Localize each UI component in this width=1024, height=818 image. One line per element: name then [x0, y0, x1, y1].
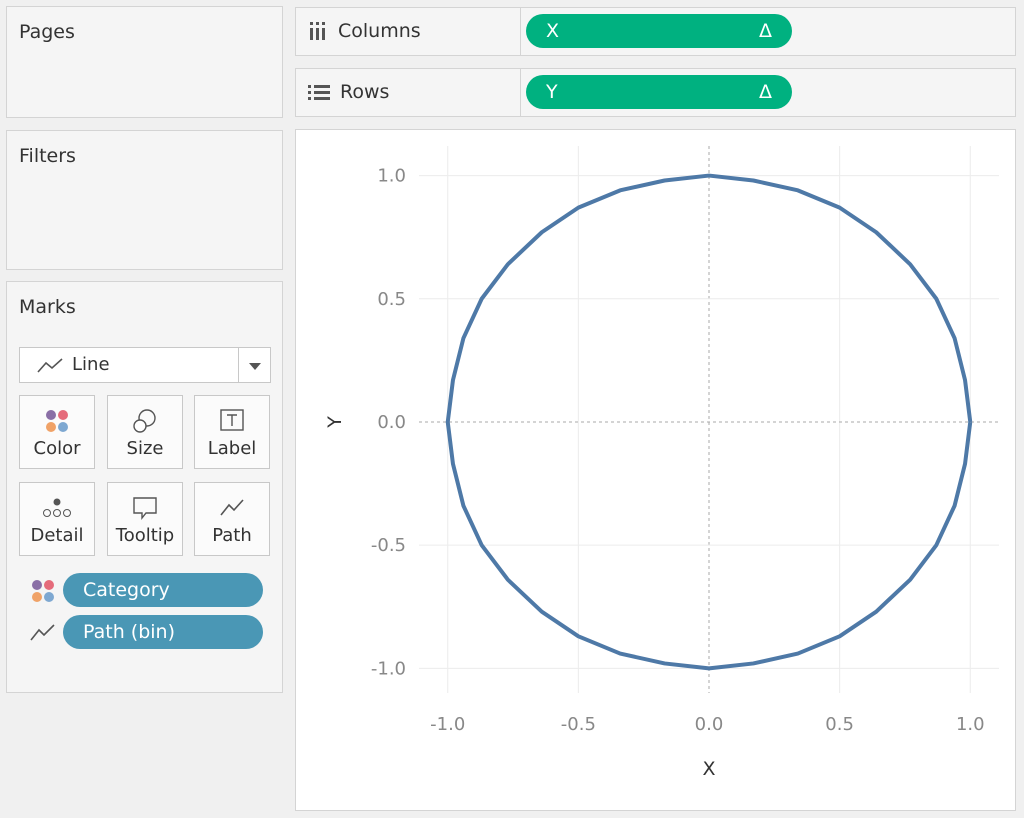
- mark-type-dropdown[interactable]: Line: [19, 347, 271, 383]
- path-button[interactable]: Path: [194, 482, 270, 556]
- button-label: Color: [33, 438, 81, 459]
- columns-label: Columns: [308, 20, 421, 42]
- tooltip-icon: [133, 497, 157, 520]
- shelf-name: Rows: [340, 81, 390, 103]
- button-label: Detail: [30, 525, 84, 546]
- color-icon: [46, 410, 68, 432]
- rows-icon: [308, 85, 330, 100]
- series-line: [445, 173, 973, 671]
- button-label: Label: [207, 438, 257, 459]
- pill-label: Path (bin): [83, 621, 175, 643]
- path-pill[interactable]: Path (bin): [63, 615, 263, 649]
- x-tick-label: 0.5: [825, 714, 854, 735]
- mark-type: Line: [72, 354, 110, 375]
- y-tick-label: 0.5: [377, 289, 406, 310]
- pill-label: Y: [546, 81, 558, 103]
- rows-label: Rows: [308, 81, 389, 103]
- pages-card: Pages: [6, 6, 283, 118]
- pill-label: Category: [83, 579, 170, 601]
- category-icon: [32, 580, 54, 602]
- x-axis-title: X: [702, 758, 715, 780]
- x-tick-label: 1.0: [956, 714, 985, 735]
- detail-button[interactable]: Detail: [19, 482, 95, 556]
- y-tick-label: 0.0: [377, 412, 406, 433]
- path-pill-icon: [30, 624, 55, 641]
- label-button[interactable]: Label: [194, 395, 270, 469]
- category-pill[interactable]: Category: [63, 573, 263, 607]
- chart: X Y -1.0 -0.5 0.0 0.5 1.0 -1.0 -0.5 0.0 0.5 1.0: [295, 129, 1016, 811]
- y-axis-title: Y: [324, 416, 346, 429]
- tooltip-button[interactable]: Tooltip: [107, 482, 183, 556]
- pages-title: Pages: [19, 21, 75, 43]
- button-label: Size: [126, 438, 164, 459]
- size-icon: [133, 409, 156, 433]
- button-label: Tooltip: [115, 525, 175, 546]
- marks-card: Marks Line Color Size Label Detail Toolt…: [6, 281, 283, 693]
- marks-title: Marks: [19, 296, 76, 318]
- shelf-name: Columns: [338, 20, 421, 42]
- x-tick-label: -1.0: [430, 714, 465, 735]
- x-tick-label: -0.5: [561, 714, 596, 735]
- color-button[interactable]: Color: [19, 395, 95, 469]
- pill-icon: Δ: [759, 81, 772, 103]
- pill-icon: Δ: [759, 20, 772, 42]
- x-tick-label: 0.0: [695, 714, 724, 735]
- y-tick-label: -0.5: [371, 535, 406, 556]
- detail-icon: [43, 498, 71, 517]
- columns-icon: [310, 22, 325, 40]
- filters-card: Filters: [6, 130, 283, 270]
- path-icon: [220, 499, 244, 516]
- y-tick-label: -1.0: [371, 658, 406, 679]
- line-icon: [37, 358, 63, 373]
- dropdown-arrow: [249, 363, 261, 370]
- size-button[interactable]: Size: [107, 395, 183, 469]
- button-label: Path: [212, 525, 252, 546]
- filters-title: Filters: [19, 145, 76, 167]
- pill-label: X: [546, 20, 560, 42]
- y-tick-label: 1.0: [377, 166, 406, 187]
- label-icon: [220, 409, 244, 431]
